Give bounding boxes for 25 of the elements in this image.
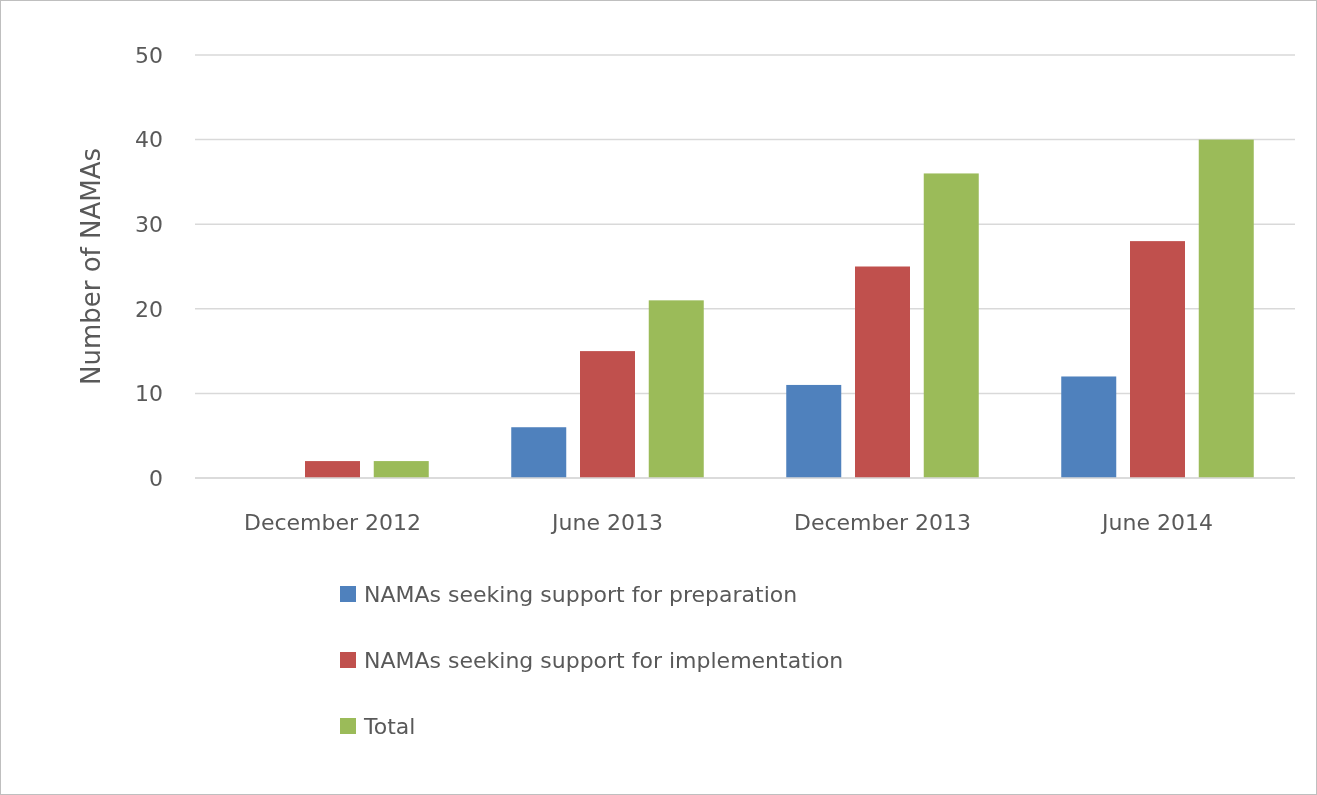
bar	[1061, 376, 1117, 478]
bar	[373, 461, 429, 478]
bar	[786, 384, 842, 478]
bar	[923, 173, 979, 478]
y-tick-label: 20	[135, 296, 163, 322]
bar	[511, 427, 567, 478]
bar	[305, 461, 360, 478]
bar	[1130, 241, 1185, 478]
y-tick-label: 30	[135, 211, 163, 237]
x-tick-label: December 2012	[243, 510, 422, 535]
bar	[1198, 139, 1254, 478]
legend-label: Total	[363, 713, 416, 739]
y-tick-label: 10	[135, 381, 163, 407]
legend-label: NAMAs seeking support for preparation	[364, 581, 798, 607]
x-tick-label: June 2013	[550, 510, 663, 535]
bar	[855, 266, 910, 478]
y-axis-title: Number of NAMAs	[76, 147, 106, 386]
y-tick-label: 40	[135, 127, 163, 153]
x-tick-label: December 2013	[793, 510, 972, 535]
x-tick-label: June 2014	[1100, 510, 1213, 535]
legend-label: NAMAs seeking support for implementation	[364, 647, 844, 673]
bar	[580, 351, 635, 478]
y-tick-label: 50	[135, 42, 163, 68]
bar	[648, 300, 704, 478]
y-tick-label: 0	[149, 465, 163, 491]
